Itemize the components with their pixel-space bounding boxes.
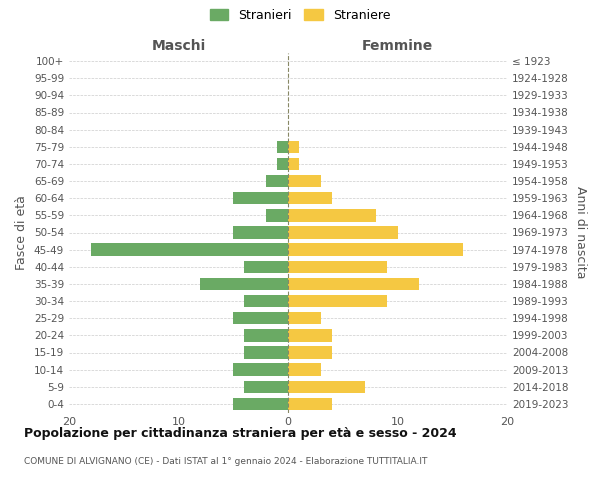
Bar <box>200 278 288 290</box>
Bar <box>288 209 376 222</box>
Bar <box>233 192 288 204</box>
Bar <box>233 398 288 410</box>
Bar <box>288 226 398 238</box>
Bar <box>288 244 463 256</box>
Bar <box>233 312 288 324</box>
Bar <box>288 295 386 307</box>
Bar <box>233 226 288 238</box>
Bar <box>288 329 332 342</box>
Bar <box>288 192 332 204</box>
Bar <box>288 312 321 324</box>
Bar <box>266 175 288 187</box>
Bar <box>244 346 288 358</box>
Text: Popolazione per cittadinanza straniera per età e sesso - 2024: Popolazione per cittadinanza straniera p… <box>24 428 457 440</box>
Bar <box>244 260 288 273</box>
Bar <box>277 158 288 170</box>
Bar <box>277 140 288 153</box>
Bar <box>288 398 332 410</box>
Bar <box>244 295 288 307</box>
Text: Maschi: Maschi <box>151 38 206 52</box>
Bar <box>288 158 299 170</box>
Bar <box>288 380 365 393</box>
Legend: Stranieri, Straniere: Stranieri, Straniere <box>207 6 393 24</box>
Bar <box>91 244 288 256</box>
Bar <box>288 364 321 376</box>
Y-axis label: Anni di nascita: Anni di nascita <box>574 186 587 279</box>
Bar <box>288 346 332 358</box>
Bar <box>288 140 299 153</box>
Bar <box>288 175 321 187</box>
Bar <box>244 329 288 342</box>
Bar <box>288 278 419 290</box>
Bar <box>244 380 288 393</box>
Bar <box>266 209 288 222</box>
Bar <box>288 260 386 273</box>
Text: Femmine: Femmine <box>362 38 433 52</box>
Bar <box>233 364 288 376</box>
Y-axis label: Fasce di età: Fasce di età <box>16 195 28 270</box>
Text: COMUNE DI ALVIGNANO (CE) - Dati ISTAT al 1° gennaio 2024 - Elaborazione TUTTITAL: COMUNE DI ALVIGNANO (CE) - Dati ISTAT al… <box>24 458 427 466</box>
